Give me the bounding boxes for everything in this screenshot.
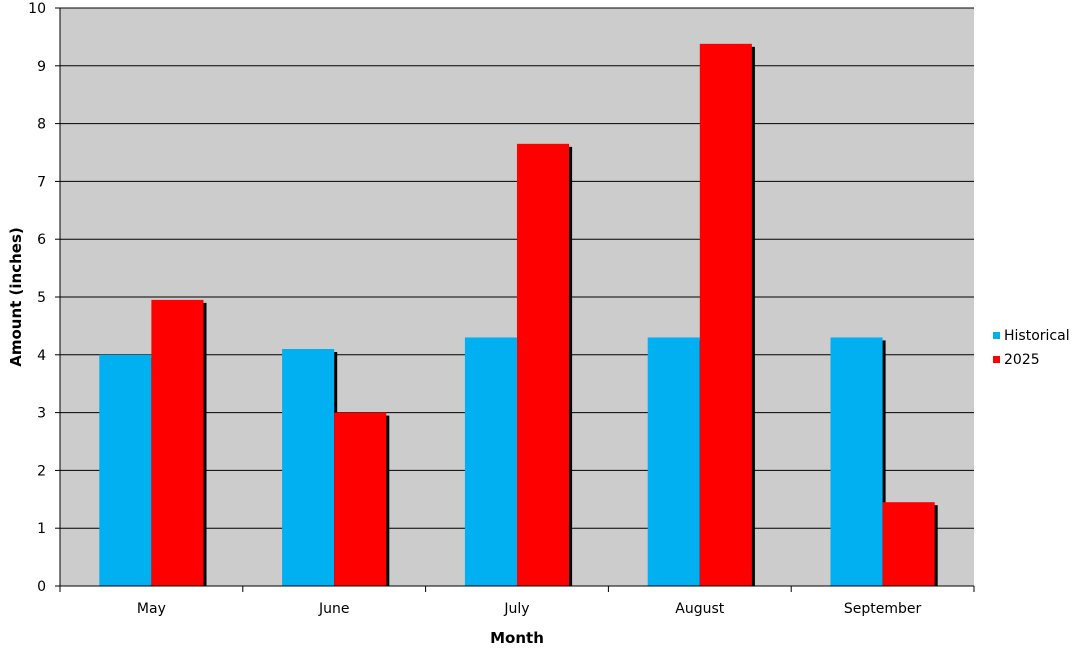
- x-tick-label: June: [318, 601, 350, 617]
- bar-historical-may: [99, 354, 152, 586]
- legend-label: 2025: [1004, 352, 1040, 368]
- legend-swatch-2025: [993, 356, 1000, 363]
- y-tick-label: 5: [37, 290, 46, 306]
- x-tick-label: August: [675, 601, 725, 617]
- bar-historical-june: [282, 349, 335, 586]
- bar-historical-september: [830, 337, 883, 586]
- y-tick-label: 1: [37, 521, 46, 537]
- y-tick-label: 9: [37, 59, 46, 75]
- y-tick-label: 3: [37, 406, 46, 422]
- bar-historical-july: [464, 337, 517, 586]
- bar-2025-july: [517, 143, 570, 586]
- bar-2025-june: [334, 412, 387, 586]
- y-tick-label: 4: [37, 348, 46, 364]
- y-tick-labels: 0 1 2 3 4 5 6 7 8 9 10: [28, 1, 60, 595]
- legend-label: Historical: [1004, 328, 1070, 344]
- x-tick-labels: May June July August September: [59, 586, 975, 617]
- y-tick-label: 6: [37, 232, 46, 248]
- legend-swatch-historical: [993, 332, 1000, 339]
- y-tick-label: 10: [28, 1, 46, 17]
- legend: Historical 2025: [993, 328, 1070, 368]
- y-tick-label: 0: [37, 579, 46, 595]
- y-tick-label: 2: [37, 463, 46, 479]
- x-tick-label: July: [503, 601, 529, 617]
- x-axis-title: Month: [490, 629, 544, 647]
- y-tick-label: 7: [37, 174, 46, 190]
- bar-2025-september: [882, 502, 935, 586]
- x-tick-label: May: [137, 601, 166, 617]
- y-tick-label: 8: [37, 117, 46, 133]
- y-axis-title: Amount (inches): [7, 227, 25, 367]
- x-tick-label: September: [844, 601, 922, 617]
- bars: [99, 43, 938, 586]
- bar-2025-may: [151, 299, 204, 586]
- bar-2025-august: [699, 43, 752, 586]
- bar-historical-august: [647, 337, 700, 586]
